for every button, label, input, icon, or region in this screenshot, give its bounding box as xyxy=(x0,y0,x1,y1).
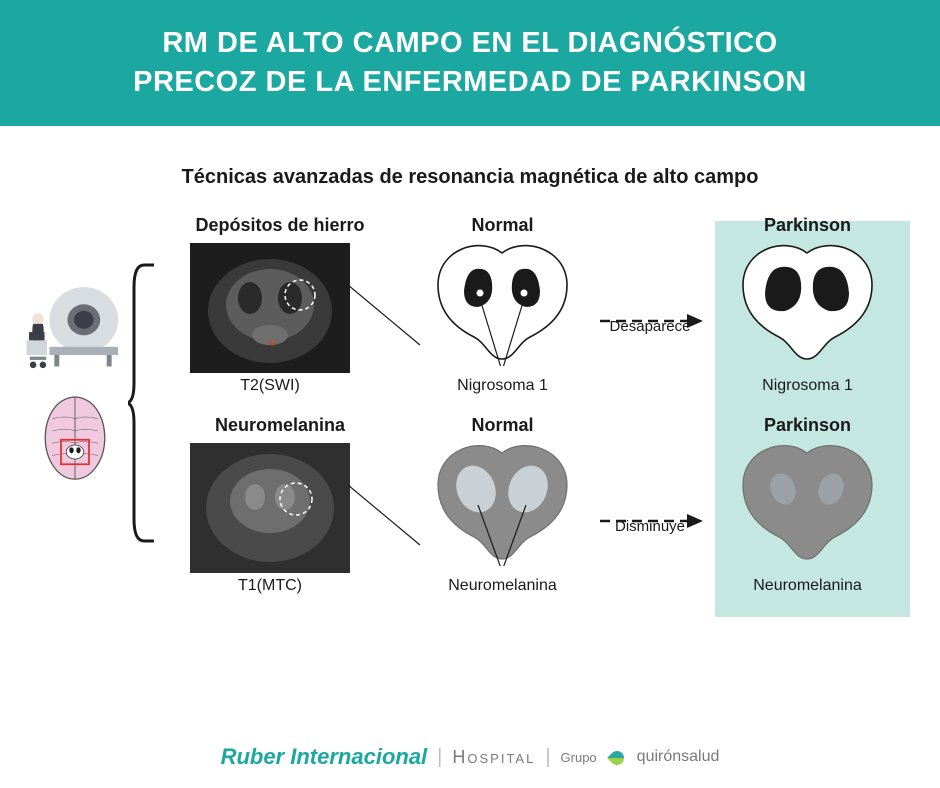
diagram-parkinson-neuromelanin xyxy=(725,441,890,566)
header-title: RM DE ALTO CAMPO EN EL DIAGNÓSTICO PRECO… xyxy=(20,24,920,102)
normal-title-2: Normal xyxy=(420,415,585,436)
arrow-label-1: Desaparece xyxy=(595,318,705,335)
mri-machine-icon xyxy=(24,283,124,373)
label-grupo: Grupo xyxy=(561,750,597,765)
footer-sep-1: | xyxy=(437,746,442,769)
footer: Ruber Internacional | Hospital | Grupo q… xyxy=(0,744,940,770)
normal-caption-1: Nigrosoma 1 xyxy=(420,377,585,395)
row-neuromelanin: Neuromelanina T1(MTC) Normal Neuromelani… xyxy=(160,413,920,613)
parkinson-caption-1: Nigrosoma 1 xyxy=(725,377,890,395)
scan-caption-1: T2(SWI) xyxy=(190,377,350,395)
mri-scan-swi xyxy=(190,243,350,373)
subtitle: Técnicas avanzadas de resonancia magnéti… xyxy=(0,166,940,189)
content-area: Depósitos de hierro T2(SWI) Normal xyxy=(0,203,940,733)
footer-inner: Ruber Internacional | Hospital | Grupo q… xyxy=(221,744,720,770)
scan-title-2: Neuromelanina xyxy=(190,415,370,436)
scan-caption-2: T1(MTC) xyxy=(190,577,350,595)
row-iron-deposits: Depósitos de hierro T2(SWI) Normal xyxy=(160,213,920,413)
parkinson-caption-2: Neuromelanina xyxy=(725,577,890,595)
arrow-label-2: Disminuye xyxy=(595,518,705,535)
logo-ruber: Ruber Internacional xyxy=(221,744,428,770)
parkinson-title-2: Parkinson xyxy=(725,415,890,436)
diagram-parkinson-nigrosoma xyxy=(725,241,890,366)
title-line-2: PRECOZ DE LA ENFERMEDAD DE PARKINSON xyxy=(133,66,807,98)
footer-sep-2: | xyxy=(545,746,550,769)
title-line-1: RM DE ALTO CAMPO EN EL DIAGNÓSTICO xyxy=(162,27,777,59)
header-banner: RM DE ALTO CAMPO EN EL DIAGNÓSTICO PRECO… xyxy=(0,0,940,126)
parkinson-title-1: Parkinson xyxy=(725,215,890,236)
mri-scan-mtc xyxy=(190,443,350,573)
normal-title-1: Normal xyxy=(420,215,585,236)
scan-title-1: Depósitos de hierro xyxy=(190,215,370,236)
connector-line-2 xyxy=(348,485,423,565)
leaf-icon xyxy=(607,748,627,768)
brain-axial-icon xyxy=(40,393,110,483)
logo-quironsalud: quirónsalud xyxy=(637,748,720,766)
connector-line-1 xyxy=(348,285,423,365)
logo-hospital: Hospital xyxy=(452,747,535,768)
bracket-icon xyxy=(128,263,154,543)
diagram-normal-neuromelanin xyxy=(420,441,585,566)
normal-caption-2: Neuromelanina xyxy=(420,577,585,595)
diagram-normal-nigrosoma xyxy=(420,241,585,366)
